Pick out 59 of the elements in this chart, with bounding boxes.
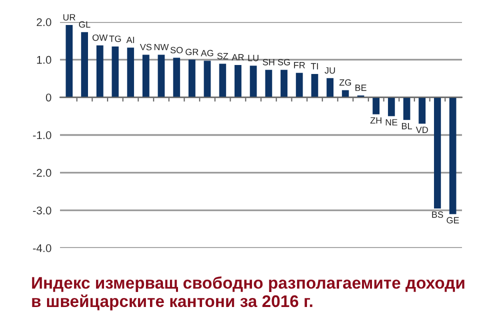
x-tick-label: TG [109, 36, 121, 42]
x-tick-label: BL [402, 122, 412, 130]
x-tick-label: VD [416, 126, 428, 133]
x-tick-label: NW [154, 44, 169, 50]
x-tick-label: BE [355, 84, 366, 91]
x-tick-label: SO [170, 46, 183, 54]
x-tick-label: GR [186, 48, 198, 56]
bar [250, 66, 257, 98]
bar [127, 48, 134, 98]
bar [434, 97, 441, 208]
bar [142, 54, 150, 98]
y-tick-label: -3.0 [33, 206, 52, 214]
x-tick-label: TI [310, 63, 318, 70]
bar [234, 64, 242, 98]
x-tick-label: GE [446, 217, 459, 224]
bar [311, 74, 318, 98]
y-tick-label: -4.0 [33, 244, 52, 252]
y-tick-label: 1.0 [37, 56, 52, 64]
bar [265, 70, 272, 98]
bar [219, 64, 226, 98]
bar [296, 72, 303, 98]
x-tick-label: ZG [339, 79, 351, 86]
x-tick-label: VS [140, 44, 152, 50]
bar [449, 97, 456, 214]
x-tick-label: AG [200, 50, 214, 56]
bar [173, 58, 180, 98]
x-tick-label: NE [386, 119, 398, 126]
x-tick-label: SG [278, 58, 290, 66]
y-tick-label: 2.0 [36, 18, 52, 26]
y-tick-label: 0 [46, 94, 52, 102]
bar [342, 90, 349, 98]
bar [204, 60, 211, 98]
bar [372, 97, 380, 114]
bar [403, 97, 410, 120]
x-tick-label: FR [294, 62, 305, 68]
x-tick-label: AR [232, 54, 244, 60]
bar [326, 78, 334, 98]
x-tick-label: BS [432, 211, 444, 218]
x-tick-label: LU [248, 54, 258, 62]
x-tick-label: JU [324, 67, 335, 74]
bar [388, 97, 395, 116]
x-tick-label: AI [126, 36, 134, 44]
bar [112, 46, 119, 98]
bar [280, 70, 288, 98]
x-tick-label: GL [78, 21, 90, 28]
bar [66, 25, 73, 98]
y-tick-label: -2.0 [33, 168, 52, 177]
bar [188, 60, 196, 98]
text: Индекс измерващ свободно разполагаемите доходи в швейцарските кантони за 2016 г. [32, 276, 464, 310]
bar [418, 97, 426, 124]
x-tick-label: OW [92, 34, 108, 41]
x-tick-label: SH [262, 58, 274, 66]
y-tick-label: -1.0 [33, 131, 52, 140]
bar [96, 45, 104, 98]
bar [81, 32, 88, 98]
x-tick-label: SZ [217, 52, 228, 60]
x-tick-label: ZH [370, 117, 382, 124]
bar [158, 54, 165, 98]
x-tick-label: UR [63, 14, 76, 21]
